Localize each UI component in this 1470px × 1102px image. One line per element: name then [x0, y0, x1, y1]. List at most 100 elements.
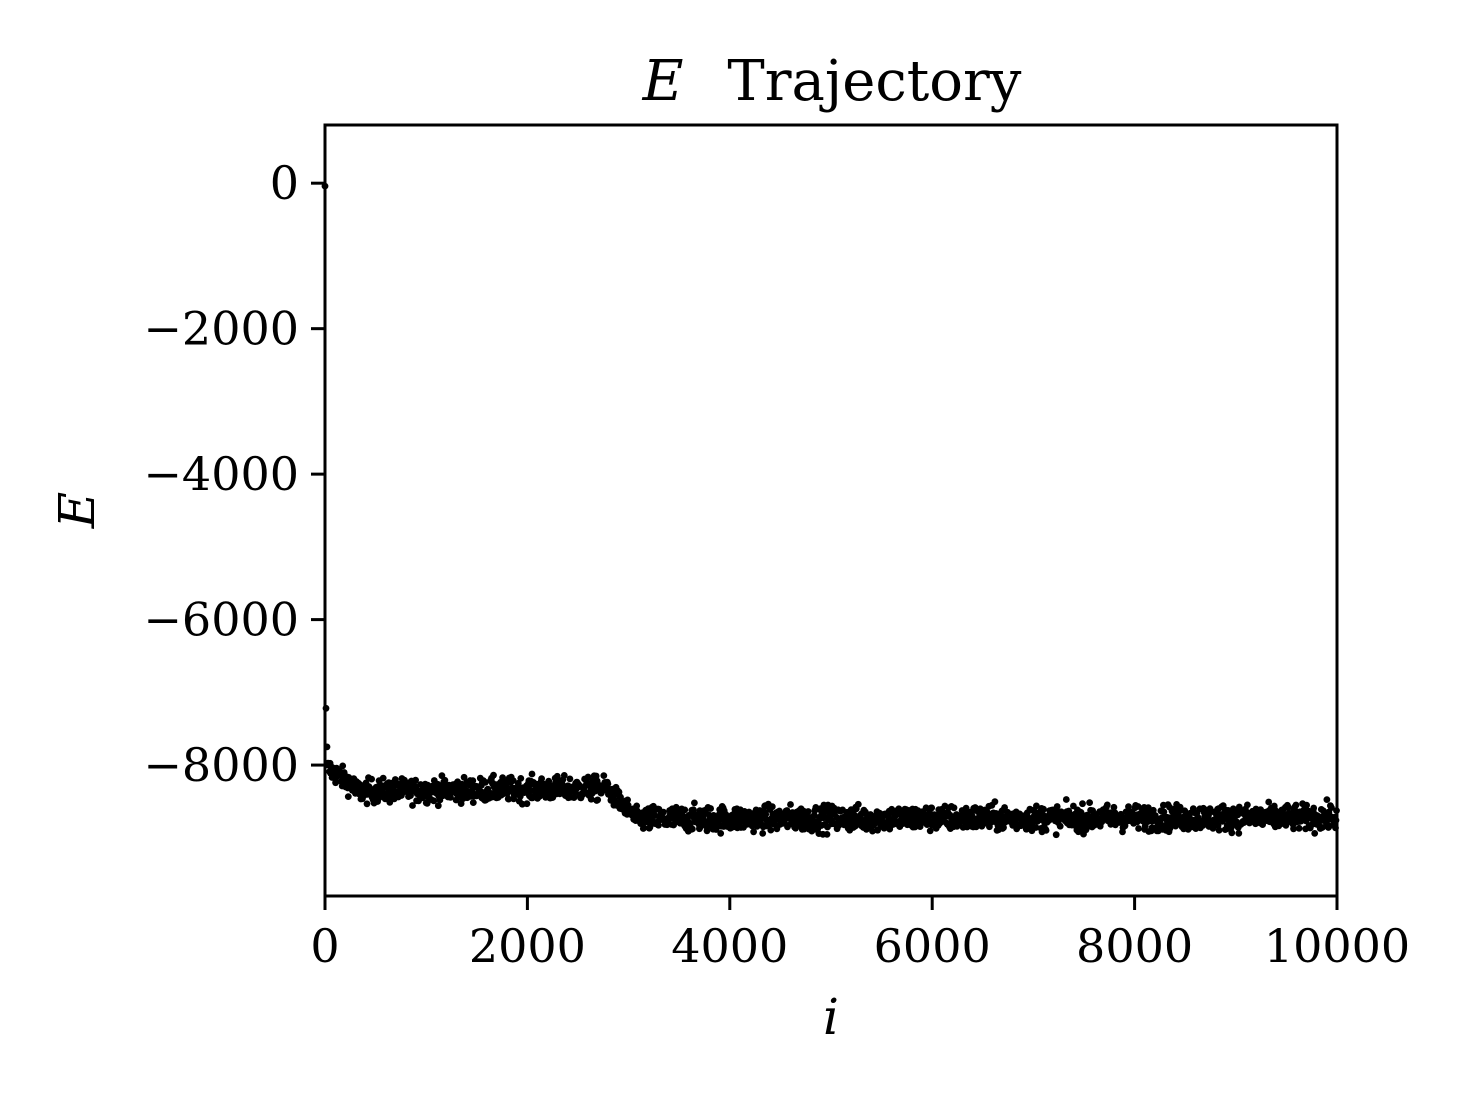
data-point	[538, 775, 545, 783]
data-point	[689, 825, 696, 833]
data-point	[1103, 801, 1111, 809]
data-point	[1086, 799, 1093, 806]
data-point	[928, 804, 936, 812]
data-point	[804, 808, 812, 815]
data-point	[681, 806, 689, 814]
data-point	[379, 774, 387, 782]
data-point	[767, 826, 775, 834]
data-points	[321, 182, 1340, 839]
y-tick-label: −6000	[143, 593, 299, 647]
data-point	[1224, 807, 1232, 814]
data-point	[1110, 803, 1118, 811]
data-point	[787, 801, 794, 808]
data-point	[972, 823, 980, 831]
data-point	[600, 772, 608, 779]
data-point	[1323, 796, 1331, 803]
chart-title: E Trajectory	[642, 49, 1022, 114]
data-point	[1052, 831, 1060, 839]
data-point	[655, 821, 662, 829]
data-point	[1215, 826, 1223, 834]
x-tick-label: 2000	[469, 919, 586, 973]
x-axis-ticks: 0 2000 4000 6000 8000 10000	[310, 896, 1410, 973]
data-point	[783, 807, 791, 814]
data-point	[1285, 804, 1292, 811]
data-point	[1235, 829, 1243, 837]
data-point	[1228, 829, 1236, 837]
plot-frame	[323, 123, 1339, 898]
data-point	[469, 777, 477, 785]
data-point	[560, 772, 568, 779]
chart-title-text: Trajectory	[727, 49, 1021, 114]
data-point	[1033, 802, 1040, 810]
data-point	[1056, 822, 1064, 830]
data-point	[1042, 827, 1050, 834]
data-point	[604, 780, 612, 788]
data-point	[1310, 804, 1318, 812]
data-point	[553, 772, 561, 780]
data-point	[460, 773, 468, 781]
data-point	[509, 777, 517, 784]
data-point	[1053, 803, 1061, 810]
data-point	[823, 831, 831, 838]
data-point	[1149, 806, 1157, 814]
data-point	[991, 798, 999, 806]
y-axis-label: E	[48, 492, 106, 530]
data-point	[617, 793, 624, 801]
y-axis-ticks: 0 −2000 −4000 −6000 −8000	[143, 156, 325, 792]
data-point	[407, 792, 414, 799]
data-point	[1311, 830, 1319, 837]
data-point	[768, 803, 776, 811]
data-point	[434, 802, 442, 810]
data-point	[1160, 808, 1168, 816]
data-point	[447, 794, 454, 801]
data-point	[566, 775, 574, 783]
data-point	[950, 804, 958, 812]
data-point	[570, 794, 578, 801]
data-point	[660, 808, 667, 816]
data-point	[1135, 825, 1142, 832]
data-point	[1290, 825, 1297, 833]
data-point	[1040, 805, 1047, 813]
x-axis-label: i	[823, 988, 839, 1046]
x-tick-label: 6000	[874, 919, 991, 973]
data-point	[344, 793, 352, 800]
data-point	[651, 812, 659, 819]
data-point	[1181, 807, 1189, 815]
x-tick-label: 10000	[1264, 919, 1410, 973]
data-point	[1144, 804, 1152, 811]
data-point	[1295, 824, 1303, 832]
data-point	[528, 770, 536, 778]
data-point	[1079, 800, 1086, 808]
data-point	[707, 805, 714, 812]
data-point	[594, 796, 602, 804]
data-point	[339, 762, 347, 770]
data-point	[1000, 824, 1007, 831]
y-tick-label: −4000	[143, 447, 299, 501]
data-point	[469, 799, 477, 806]
x-tick-label: 0	[310, 919, 339, 973]
data-point	[409, 802, 416, 809]
data-point	[691, 799, 698, 807]
data-point	[640, 824, 648, 832]
data-point	[587, 795, 595, 803]
data-point	[1032, 824, 1040, 831]
data-point	[633, 802, 641, 810]
data-point	[1328, 804, 1335, 811]
data-point	[430, 797, 438, 805]
data-point	[717, 830, 725, 837]
data-point	[584, 773, 592, 781]
data-point	[368, 775, 375, 783]
y-tick-label: −2000	[143, 302, 299, 356]
data-point	[750, 828, 757, 836]
data-point	[762, 811, 770, 818]
data-point	[441, 776, 449, 784]
data-point	[1062, 796, 1070, 803]
data-point	[926, 827, 934, 835]
data-point	[1292, 801, 1300, 809]
data-point	[1318, 824, 1326, 831]
data-point	[759, 830, 767, 837]
data-point	[412, 776, 419, 784]
x-tick-label: 4000	[671, 919, 788, 973]
